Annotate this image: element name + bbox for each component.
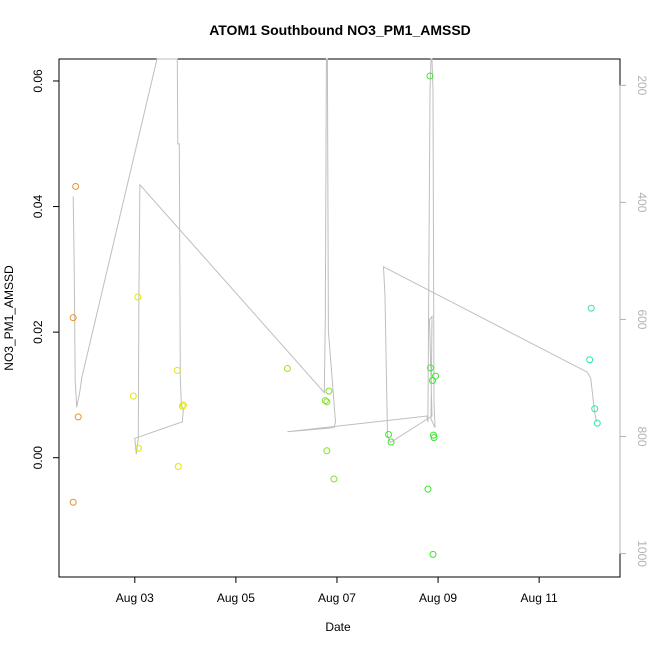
data-point [587, 304, 595, 312]
data-point [69, 314, 77, 322]
line-series [72, 58, 598, 455]
x-tick-label: Aug 07 [318, 591, 356, 605]
plot-box [58, 58, 621, 578]
x-tick-label: Aug 11 [521, 591, 558, 605]
data-point [385, 430, 393, 438]
x-tick-label: Aug 03 [116, 591, 154, 605]
data-point [429, 550, 437, 558]
chart-title: ATOM1 Southbound NO3_PM1_AMSSD [209, 22, 471, 38]
right-tick-label: 1000 [635, 540, 649, 567]
data-point [69, 498, 77, 506]
data-point [586, 356, 594, 364]
data-point [428, 376, 436, 384]
data-point [430, 434, 438, 442]
data-point [325, 387, 333, 395]
data-point [593, 419, 601, 427]
data-point [129, 392, 137, 400]
data-point [178, 402, 186, 410]
data-point [134, 444, 142, 452]
data-point [426, 364, 434, 372]
y-tick-label: 0.02 [31, 320, 45, 344]
data-point [430, 431, 438, 439]
data-point [134, 293, 142, 301]
data-point [72, 182, 80, 190]
data-point [591, 405, 599, 413]
y-axis-right: 200 400 600 800 1000 [619, 75, 649, 567]
x-tick-label: Aug 09 [419, 591, 457, 605]
data-point [321, 397, 329, 405]
right-tick-label: 800 [635, 427, 649, 447]
x-tick-label: Aug 05 [217, 591, 255, 605]
right-tick-label: 200 [635, 75, 649, 95]
points-layer [69, 72, 601, 558]
data-point [74, 413, 82, 421]
data-point [330, 475, 338, 483]
y-axis-left: 0.00 0.02 0.04 0.06 [31, 69, 60, 470]
right-tick-label: 400 [635, 192, 649, 212]
data-point [179, 401, 187, 409]
y-tick-label: 0.04 [31, 195, 45, 219]
right-tick-label: 600 [635, 309, 649, 329]
x-axis-label: Date [325, 620, 351, 634]
y-tick-label: 0.06 [31, 69, 45, 93]
data-point [283, 365, 291, 373]
data-point [432, 372, 440, 380]
data-point [174, 462, 182, 470]
line-series-layer [72, 58, 598, 455]
data-point [323, 398, 331, 406]
data-point [173, 366, 181, 374]
data-point [426, 72, 434, 80]
data-point [424, 485, 432, 493]
data-point [323, 447, 331, 455]
y-axis-label: NO3_PM1_AMSSD [2, 265, 16, 371]
y-tick-label: 0.00 [31, 446, 45, 470]
x-axis: Aug 03 Aug 05 Aug 07 Aug 09 Aug 11 [116, 576, 558, 605]
data-point [387, 438, 395, 446]
